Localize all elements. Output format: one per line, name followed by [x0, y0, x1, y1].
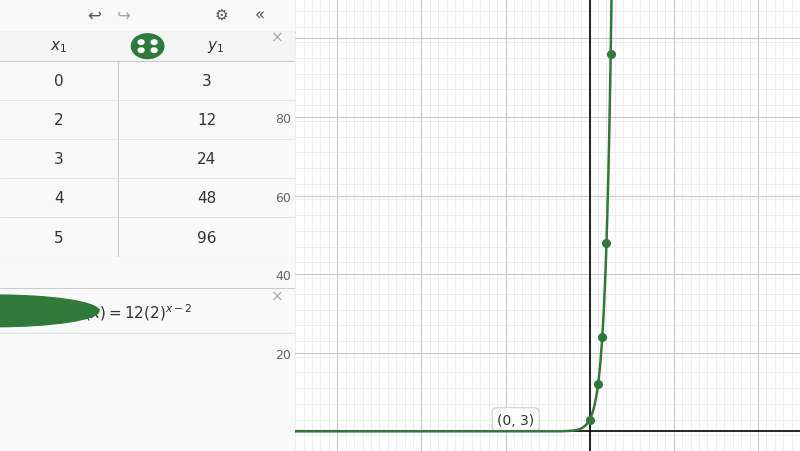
Text: $y_1$: $y_1$	[207, 39, 224, 55]
Text: ⚙: ⚙	[214, 8, 228, 23]
Circle shape	[0, 295, 99, 327]
Text: 5: 5	[54, 230, 64, 245]
Text: 3: 3	[202, 74, 211, 89]
Text: 2: 2	[54, 113, 64, 128]
Text: ×: ×	[271, 31, 284, 46]
Text: 3: 3	[54, 152, 64, 167]
Text: 12: 12	[197, 113, 216, 128]
Bar	[0, 32, 295, 62]
Circle shape	[131, 35, 164, 60]
Text: ×: ×	[271, 289, 284, 304]
Text: 24: 24	[197, 152, 216, 167]
Text: 96: 96	[197, 230, 216, 245]
Text: $f(x) = 12(2)^{x-2}$: $f(x) = 12(2)^{x-2}$	[79, 302, 193, 322]
Text: 48: 48	[197, 191, 216, 206]
Circle shape	[138, 41, 144, 45]
Circle shape	[151, 41, 157, 45]
Text: «: «	[254, 7, 265, 24]
Text: ↩: ↩	[87, 7, 102, 24]
Text: 0: 0	[54, 74, 64, 89]
Text: 4: 4	[54, 191, 64, 206]
Text: ↪: ↪	[117, 7, 131, 24]
Text: (0, 3): (0, 3)	[497, 413, 534, 427]
Text: $x_1$: $x_1$	[50, 39, 68, 55]
Circle shape	[138, 49, 144, 53]
Circle shape	[151, 49, 157, 53]
